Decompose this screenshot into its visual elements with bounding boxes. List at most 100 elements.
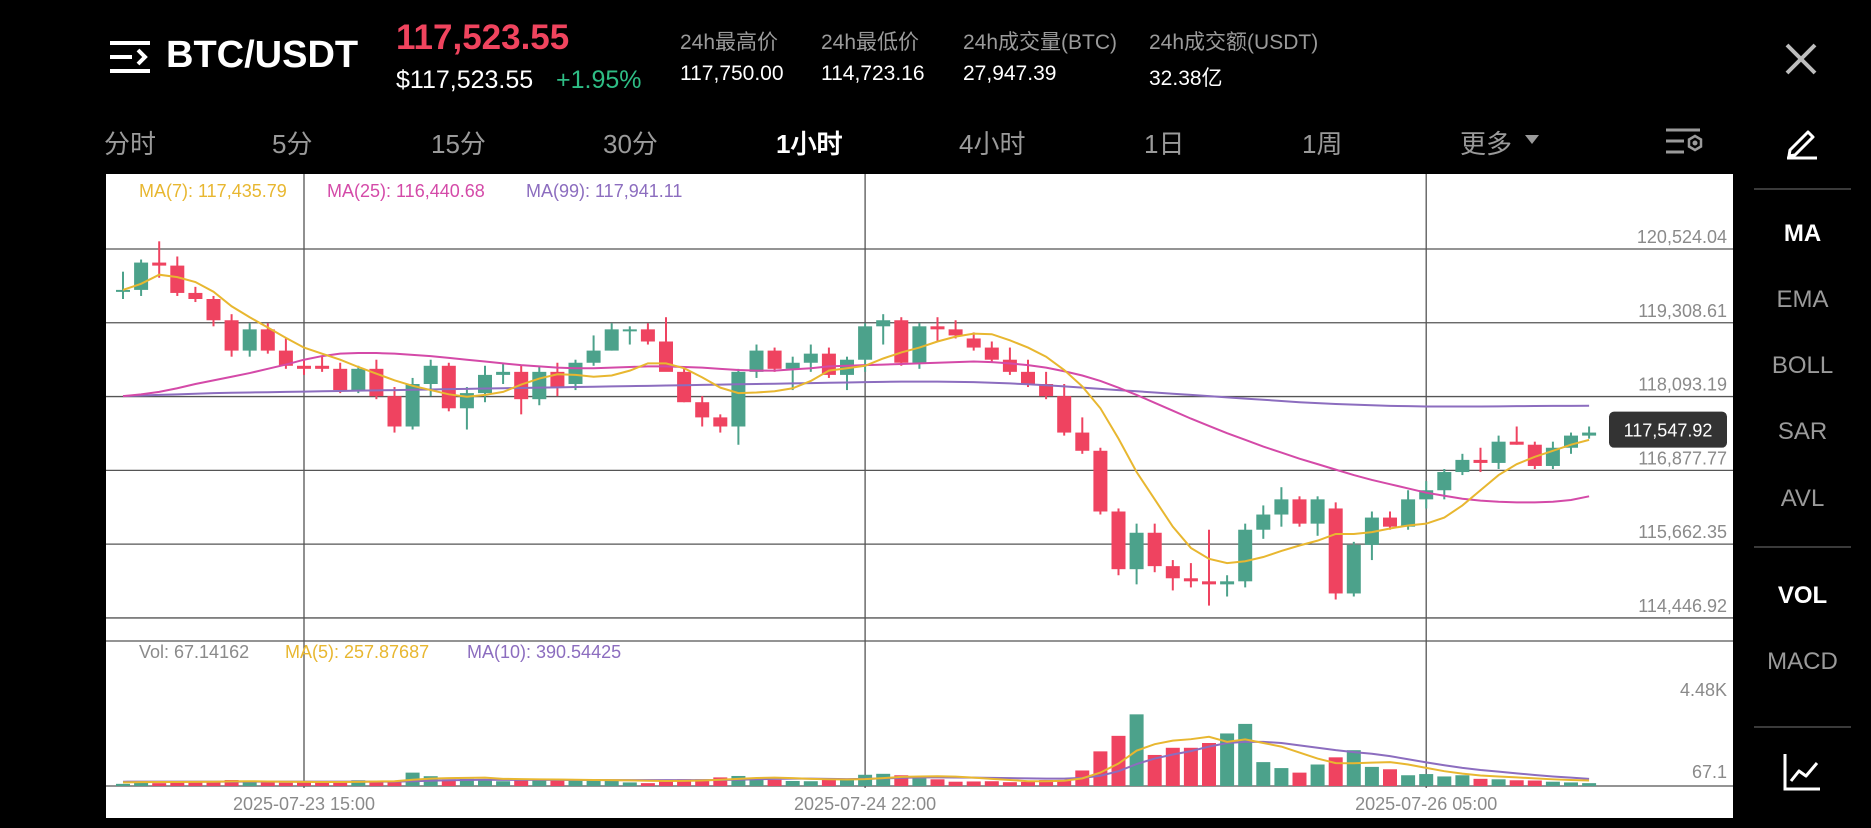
candle xyxy=(1274,499,1289,515)
candle xyxy=(1437,472,1452,491)
indicator-boll[interactable]: BOLL xyxy=(1771,352,1834,379)
draw-tool-icon[interactable] xyxy=(1784,124,1820,160)
tab-1d[interactable]: 1日 xyxy=(1144,129,1185,159)
volume-bar xyxy=(1401,775,1416,786)
volume-bar xyxy=(640,783,655,786)
indicator-avl[interactable]: AVL xyxy=(1780,485,1825,512)
volume-bar xyxy=(1274,768,1289,786)
current-price-tag xyxy=(1609,411,1727,448)
volume-bar xyxy=(659,781,673,786)
indicator-ema[interactable]: EMA xyxy=(1776,286,1829,313)
tab-1h[interactable]: 1小时 xyxy=(776,129,843,159)
legend-ma25: MA(25): 116,440.68 xyxy=(327,181,485,201)
candle xyxy=(731,371,746,427)
sidebar-divider xyxy=(1754,726,1851,728)
volume-bar xyxy=(315,782,330,786)
candle xyxy=(1292,499,1307,524)
candle xyxy=(1202,581,1216,585)
candle xyxy=(278,350,293,366)
candle xyxy=(1021,371,1035,384)
indicator-macd[interactable]: MACD xyxy=(1767,648,1838,675)
menu-icon[interactable] xyxy=(108,38,152,76)
volume-bar xyxy=(749,778,764,786)
volume-bar xyxy=(1310,764,1325,786)
chart-settings-icon[interactable] xyxy=(1664,124,1704,160)
tab-5m[interactable]: 5分 xyxy=(272,129,313,159)
price-axis-label: 120,524.04 xyxy=(1637,227,1727,247)
candle xyxy=(1220,581,1235,585)
tab-more[interactable]: 更多 xyxy=(1460,129,1513,159)
volume-bar xyxy=(677,779,692,786)
candle xyxy=(387,396,402,427)
volume-bar xyxy=(713,777,728,786)
tab-15m[interactable]: 15分 xyxy=(431,129,486,159)
stat-turnover-label: 24h成交额(USDT) xyxy=(1149,31,1319,54)
candle xyxy=(152,262,167,266)
chart-grid xyxy=(106,174,1733,788)
volume-bar xyxy=(170,780,185,786)
indicator-sar[interactable]: SAR xyxy=(1777,418,1828,445)
volume-bar xyxy=(803,781,818,786)
tab-timeline[interactable]: 分时 xyxy=(104,129,157,159)
candle xyxy=(1256,514,1271,530)
tab-1w[interactable]: 1周 xyxy=(1302,129,1343,159)
volume-bar xyxy=(984,781,999,786)
trading-pair-title[interactable]: BTC/USDT xyxy=(166,34,359,76)
chart-canvas[interactable]: 120,524.04 119,308.61 118,093.19 116,877.77… xyxy=(106,174,1733,818)
kline-chart[interactable]: 120,524.04 119,308.61 118,093.19 116,877.77… xyxy=(106,174,1733,818)
tab-4h[interactable]: 4小时 xyxy=(959,129,1026,159)
line-chart-icon[interactable] xyxy=(1782,752,1822,792)
volume-bar xyxy=(1002,782,1017,786)
current-price-label: 117,547.92 xyxy=(1624,421,1713,441)
volume-bar xyxy=(242,781,257,786)
last-price: 117,523.55 xyxy=(396,18,570,57)
volume-bar xyxy=(1183,747,1198,786)
indicator-vol[interactable]: VOL xyxy=(1777,582,1828,609)
candle xyxy=(297,365,311,369)
candle xyxy=(206,299,221,321)
candle xyxy=(1129,532,1144,570)
candle xyxy=(116,289,130,292)
volume-bar xyxy=(1202,743,1216,786)
sidebar-divider xyxy=(1754,188,1851,190)
time-axis-label: 2025-07-23 15:00 xyxy=(233,794,375,814)
volume-bar xyxy=(351,780,366,786)
candle xyxy=(315,365,330,369)
volume-bar xyxy=(821,778,836,786)
axis-labels: 120,524.04 119,308.61 118,093.19 116,877.77… xyxy=(233,227,1727,814)
tab-30m[interactable]: 30分 xyxy=(603,129,658,159)
volume-bar xyxy=(622,782,637,786)
volume-bar xyxy=(278,782,293,786)
candle xyxy=(948,329,963,336)
volume-bar xyxy=(1545,781,1560,786)
candle xyxy=(423,365,438,384)
stat-low-label: 24h最低价 xyxy=(821,31,920,54)
candle xyxy=(1473,459,1488,463)
candle xyxy=(532,371,547,400)
volume-bar xyxy=(1021,781,1035,786)
close-icon[interactable] xyxy=(1780,38,1822,80)
indicator-ma[interactable]: MA xyxy=(1783,220,1822,247)
volume-bar xyxy=(930,779,945,786)
time-axis-label: 2025-07-24 22:00 xyxy=(794,794,936,814)
volume-bar xyxy=(1364,766,1379,786)
legend-vol-ma5: MA(5): 257.87687 xyxy=(285,642,430,662)
volume-bar xyxy=(1437,776,1452,786)
candle xyxy=(260,329,275,351)
volume-bar xyxy=(948,781,963,786)
volume-bar xyxy=(1093,751,1108,786)
candle xyxy=(984,347,999,360)
vol-ma5-line xyxy=(122,735,1590,784)
volume-bar xyxy=(1292,772,1307,786)
candle xyxy=(496,371,511,375)
candle xyxy=(188,292,203,299)
candle xyxy=(586,350,601,363)
candle xyxy=(170,265,185,293)
volume-bar xyxy=(858,774,873,786)
volume-bar xyxy=(1346,750,1361,786)
volume-bar xyxy=(1238,723,1253,786)
candle xyxy=(749,350,764,372)
candle xyxy=(1147,532,1162,567)
stat-volume-label: 24h成交量(BTC) xyxy=(963,31,1118,54)
ma7-line xyxy=(122,273,1590,565)
